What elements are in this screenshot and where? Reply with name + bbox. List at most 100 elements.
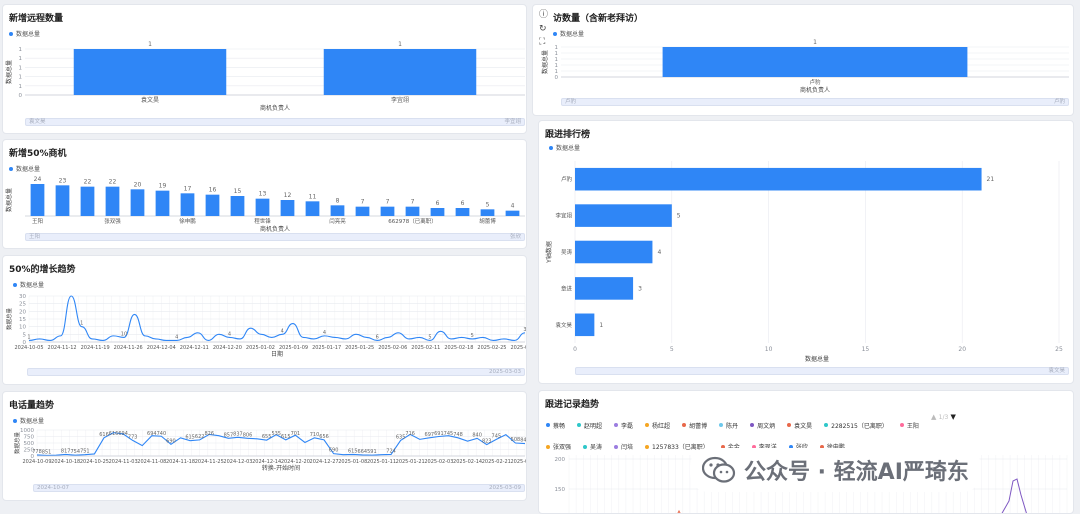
legend-dot — [9, 166, 13, 171]
bar-value-label: 19 — [159, 183, 167, 190]
bar-value-label: 5 — [486, 201, 490, 208]
x-tick-label: 2024-12-27 — [310, 459, 339, 465]
opportunity50-title: 新增50%商机 — [9, 149, 67, 159]
legend-dot — [546, 423, 550, 427]
point-value-label: 616 — [109, 431, 119, 437]
legend-item[interactable]: 王阳 — [899, 421, 919, 430]
point-value-label: 837 — [233, 431, 243, 437]
legend-label: 蔡畅 — [553, 422, 566, 430]
x-tick-label: 2025-01-09 — [279, 345, 308, 351]
growth-trend-zoom-slider[interactable]: 2025-03-03 — [27, 368, 525, 376]
legend-item[interactable]: 袁文昊 — [787, 421, 812, 430]
x-tick-label: 2024-12-11 — [180, 345, 209, 351]
x-tick-label: 2024-12-20 — [281, 459, 310, 465]
bar — [323, 49, 477, 95]
bar — [662, 47, 968, 77]
bar-value-label: 7 — [361, 199, 365, 206]
bar-value-label: 21 — [987, 176, 995, 183]
legend-pager[interactable]: ▲ 1/3 ▼ — [931, 413, 956, 421]
growth-trend-card: 50%的增长趋势 数据总量 0 5 10 15 20 25 30 1 1 10 4 4 4 4 6 5 5 3 20… — [2, 255, 527, 385]
ranking-card: 跟进排行榜 数据总量 0 5 10 15 20 25 21 卢豹 5 李宜翊 4 吴涛 3 章进 1 袁文昊数… — [538, 120, 1074, 384]
legend-item[interactable]: 赵明超 — [577, 421, 602, 430]
x-tick-label: 2024-12-03 — [223, 459, 252, 465]
legend-item[interactable]: 张双强 — [546, 442, 571, 451]
point-value-label: 4 — [228, 331, 231, 337]
opportunity50-zoom-slider[interactable]: 王阳 张欣 — [25, 233, 525, 241]
legend-item[interactable]: 余金 — [720, 442, 740, 451]
slider-end-label: 张欣 — [509, 234, 521, 240]
y-tick-label: 1 — [19, 56, 23, 62]
legend-item[interactable]: 李现洋 — [751, 442, 777, 451]
legend-item[interactable]: 蔡畅 — [546, 421, 565, 430]
x-tick-label: 张双强 — [104, 217, 121, 225]
ranking-zoom-slider[interactable]: 袁文昊 — [575, 367, 1069, 375]
ranking-legend[interactable]: 数据总量 — [549, 143, 580, 152]
opportunity50-legend[interactable]: 数据总量 — [9, 164, 40, 173]
legend-item[interactable]: 徐申鹏 — [819, 442, 845, 451]
legend-item[interactable]: 杨红超 — [645, 421, 670, 430]
x-tick-label: 2025-02-25 — [477, 345, 506, 351]
legend-item[interactable]: 闫培 — [614, 442, 633, 451]
point-value-label: 823 — [482, 439, 492, 445]
x-tick-label: 2025-02-14 — [453, 459, 482, 465]
legend-label: 李磊 — [621, 422, 634, 430]
y-tick-label: 30 — [19, 294, 26, 300]
bar-value-label: 22 — [109, 179, 117, 186]
x-tick-label: 2024-10-05 — [14, 345, 43, 351]
y-axis-title: 数据总量 — [5, 188, 13, 212]
legend-dot — [13, 282, 17, 287]
remote-visits-legend[interactable]: 数据总量 — [9, 29, 40, 38]
bar-value-label: 8 — [336, 197, 340, 204]
x-tick-label: 2025-01-02 — [246, 345, 275, 351]
point-value-label: 622 — [195, 434, 205, 440]
bar-value-label: 7 — [386, 199, 390, 206]
legend-item[interactable]: 2282515（已离职） — [824, 421, 888, 430]
fullscreen-icon[interactable]: ⛶ — [539, 37, 546, 47]
legend-dot — [787, 423, 792, 427]
legend-dot — [645, 444, 650, 449]
y-tick-label: 李宜翊 — [555, 212, 572, 220]
legend-item[interactable]: 周文炳 — [750, 421, 775, 430]
legend-dot — [553, 31, 557, 36]
info-icon[interactable]: ⓘ — [539, 10, 549, 20]
legend-label: 余金 — [728, 442, 740, 451]
x-tick-label: 0 — [573, 346, 577, 353]
legend-item[interactable]: 陈丹 — [719, 421, 738, 430]
visits-legend[interactable]: 数据总量 — [553, 29, 584, 38]
ranking-title: 跟进排行榜 — [545, 130, 591, 140]
point-value-label: 826 — [204, 431, 214, 437]
phone-trend-zoom-slider[interactable]: 2024-10-07 2025-03-09 — [33, 484, 525, 492]
slider-start-label: 袁文昊 — [29, 119, 46, 125]
visits-zoom-slider[interactable]: 卢豹 卢豹 — [561, 98, 1069, 106]
legend-item[interactable]: 胡蕾博 — [682, 421, 707, 430]
x-tick-label: 2024-11-25 — [195, 459, 224, 465]
legend-label: 陈丹 — [726, 422, 739, 430]
point-value-label: 635 — [396, 434, 406, 440]
bar — [575, 277, 634, 300]
legend-label: 赵明超 — [584, 422, 603, 430]
x-tick-label: 10 — [765, 346, 773, 353]
legend-label: 闫培 — [621, 444, 634, 451]
pager-up-icon[interactable]: ▲ — [931, 413, 937, 421]
y-tick-label: 0 — [31, 454, 35, 460]
y-tick-label: 1 — [555, 57, 559, 63]
pager-down-icon[interactable]: ▼ — [950, 413, 956, 421]
remote-visits-zoom-slider[interactable]: 袁文昊 李宜翊 — [25, 118, 525, 126]
y-tick-label: 5 — [23, 332, 27, 338]
legend-item[interactable]: 李磊 — [614, 421, 633, 430]
x-tick-label: 王阳 — [32, 217, 43, 225]
phone-trend-legend[interactable]: 数据总量 — [13, 416, 44, 425]
bar-value-label: 1 — [398, 41, 402, 48]
x-axis-title: 转换-开始时间 — [262, 464, 300, 472]
legend-item[interactable]: 吴涛 — [583, 442, 602, 451]
legend-item[interactable]: 张欣 — [788, 442, 808, 451]
followup-trend-title: 跟进记录趋势 — [545, 400, 600, 410]
growth-trend-legend[interactable]: 数据总量 — [13, 280, 44, 289]
point-value-label: 6 — [376, 334, 379, 340]
refresh-icon[interactable]: ↻ — [539, 24, 547, 34]
point-value-label: 4 — [281, 328, 284, 334]
legend-item[interactable]: 1257833（已离职） — [645, 442, 709, 451]
